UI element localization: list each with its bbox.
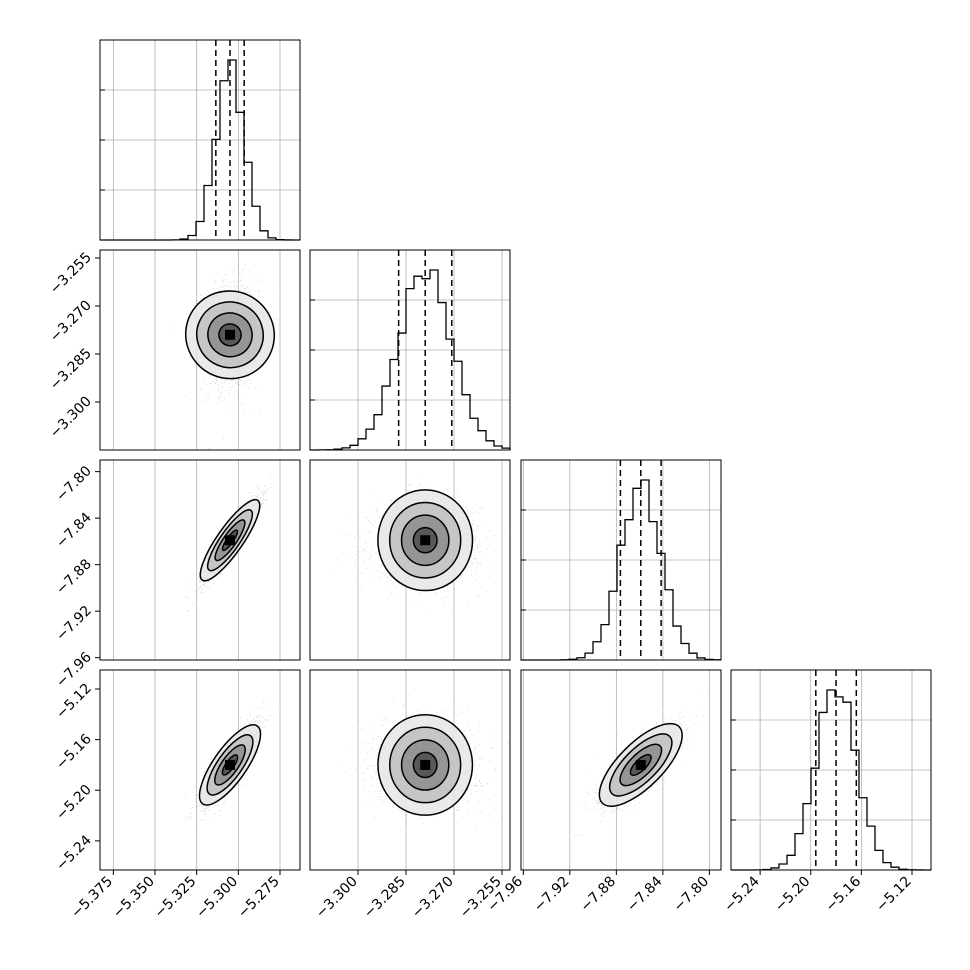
x-tick-label: −5.325 bbox=[152, 874, 200, 922]
panel-2-2 bbox=[520, 459, 722, 661]
y-tick-label: −5.20 bbox=[53, 782, 95, 824]
y-tick-label: −7.96 bbox=[53, 649, 95, 691]
x-tick-label: −5.24 bbox=[721, 873, 763, 915]
panel-frame bbox=[99, 39, 301, 241]
x-tick-label: −7.80 bbox=[671, 874, 713, 916]
panel-1-0: −3.300−3.285−3.270−3.255 bbox=[47, 249, 301, 451]
density-peak bbox=[225, 535, 235, 546]
x-tick-label: −5.300 bbox=[193, 874, 241, 922]
panel-frame bbox=[309, 249, 511, 451]
panel-3-2: −7.96 −7.92 −7.88 −7.84 −7.80 bbox=[485, 669, 722, 916]
histogram-param-0 bbox=[100, 59, 301, 241]
x-tick-label: −3.270 bbox=[409, 874, 457, 922]
x-tick-label: −5.350 bbox=[110, 874, 158, 922]
histogram-param-1 bbox=[309, 269, 511, 451]
panel-2-1 bbox=[309, 459, 511, 661]
panel-0-0 bbox=[99, 39, 301, 241]
x-tick-label: −3.285 bbox=[361, 874, 409, 922]
panel-frame bbox=[99, 249, 301, 451]
x-tick-label: −5.275 bbox=[235, 874, 283, 922]
panel-frame bbox=[309, 669, 511, 871]
y-tick-label: −7.88 bbox=[53, 556, 95, 598]
panel-frame bbox=[99, 669, 301, 871]
panel-2-0: −7.96−7.92 −7.88−7.84 −7.80 bbox=[53, 459, 301, 691]
panel-frame bbox=[309, 459, 511, 661]
density-peak bbox=[420, 535, 431, 546]
panel-1-1 bbox=[309, 249, 511, 451]
x-tick-label: −7.84 bbox=[624, 873, 666, 915]
y-tick-label: −3.270 bbox=[47, 298, 95, 346]
y-tick-label: −7.92 bbox=[53, 603, 95, 645]
x-tick-label: −5.16 bbox=[823, 873, 865, 915]
x-tick-label: −7.92 bbox=[531, 874, 573, 916]
panel-frame bbox=[99, 459, 301, 661]
density-peak bbox=[635, 759, 646, 770]
y-tick-label: −3.285 bbox=[47, 346, 95, 394]
panel-frame bbox=[520, 669, 722, 871]
x-tick-label: −5.12 bbox=[873, 874, 915, 916]
x-tick-label: −7.88 bbox=[578, 874, 620, 916]
panel-3-1: −3.300 −3.285 −3.270 −3.255 bbox=[309, 669, 511, 922]
y-tick-label: −5.24 bbox=[53, 832, 95, 874]
x-tick-label: −3.300 bbox=[313, 874, 361, 922]
y-tick-label: −5.16 bbox=[53, 731, 95, 773]
x-tick-label: −5.20 bbox=[772, 874, 814, 916]
panel-3-3: −5.24 −5.20 −5.16 −5.12 bbox=[721, 669, 932, 916]
density-peak bbox=[225, 329, 235, 340]
density-peak bbox=[225, 759, 235, 770]
y-tick-label: −3.300 bbox=[47, 394, 95, 442]
y-tick-label: −7.80 bbox=[53, 463, 95, 505]
density-peak bbox=[420, 759, 431, 770]
y-tick-label: −7.84 bbox=[53, 510, 95, 552]
x-tick-label: −5.375 bbox=[68, 874, 116, 922]
panel-3-0: −5.375−5.350−5.325−5.300−5.275 −5.24 −5.20… bbox=[53, 669, 301, 922]
panel-frame bbox=[520, 459, 722, 661]
y-tick-label: −3.255 bbox=[47, 250, 95, 298]
panel-frame bbox=[730, 669, 932, 871]
histogram-param-3 bbox=[730, 689, 932, 871]
